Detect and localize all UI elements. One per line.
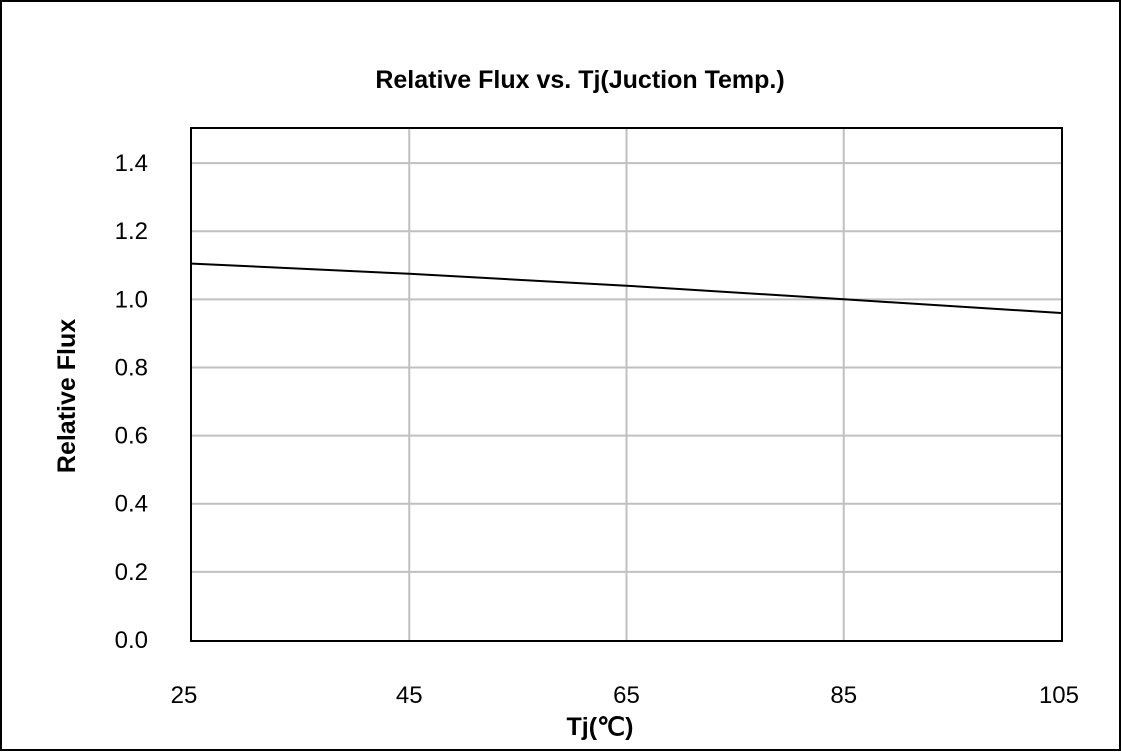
plot-area-border	[190, 127, 1063, 642]
x-tick-label: 25	[171, 682, 198, 709]
y-axis-ticks: 0.0 0.2 0.4 0.6 0.8 1.0 1.2 1.4	[115, 150, 148, 654]
y-tick-label: 0.8	[115, 354, 148, 381]
y-tick-label: 0.0	[115, 627, 148, 654]
series-layer	[191, 262, 1062, 314]
y-tick-label: 1.0	[115, 286, 148, 313]
series-line	[191, 262, 1062, 314]
x-axis-label: Tj(℃)	[567, 713, 634, 741]
y-axis-label: Relative Flux	[53, 319, 81, 473]
x-axis-ticks: 25 45 65 85 105	[171, 682, 1079, 709]
y-tick-label: 1.2	[115, 218, 148, 245]
y-tick-label: 0.4	[115, 491, 148, 518]
y-tick-label: 0.6	[115, 423, 148, 450]
x-tick-label: 45	[396, 682, 423, 709]
grid-layer	[192, 129, 1061, 640]
x-tick-label: 105	[1039, 682, 1079, 709]
y-tick-label: 0.2	[115, 559, 148, 586]
x-tick-label: 65	[613, 682, 640, 709]
x-tick-label: 85	[830, 682, 857, 709]
y-tick-label: 1.4	[115, 150, 148, 177]
chart-title: Relative Flux vs. Tj(Juction Temp.)	[375, 66, 784, 94]
